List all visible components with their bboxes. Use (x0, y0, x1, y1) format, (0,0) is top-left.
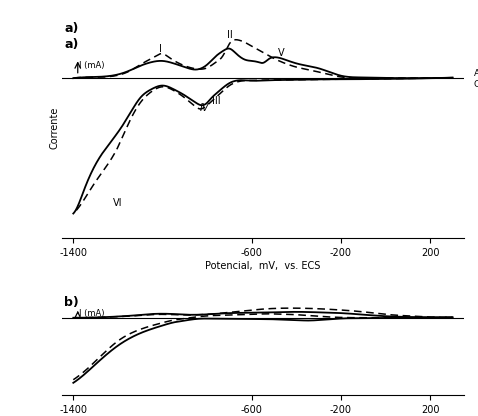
Text: Catódica: Catódica (474, 80, 478, 89)
Text: VI: VI (113, 198, 123, 208)
Text: III: III (212, 96, 220, 106)
Text: I (mA): I (mA) (79, 309, 104, 317)
Text: I (mA): I (mA) (79, 62, 104, 70)
Text: a): a) (65, 38, 79, 51)
X-axis label: Potencial,  mV,  vs. ECS: Potencial, mV, vs. ECS (205, 261, 321, 271)
Text: IV: IV (200, 104, 210, 114)
Text: I: I (159, 45, 162, 54)
Text: b): b) (65, 296, 79, 309)
Text: Anódica: Anódica (474, 69, 478, 78)
Text: a): a) (65, 22, 79, 35)
Y-axis label: Corrente: Corrente (49, 106, 59, 149)
Text: II: II (227, 30, 232, 40)
Text: V: V (277, 48, 284, 58)
